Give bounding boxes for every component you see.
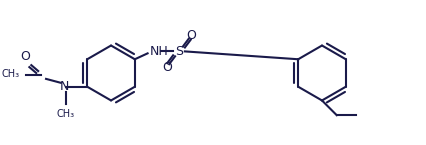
- Text: O: O: [162, 61, 172, 74]
- Text: S: S: [175, 45, 183, 58]
- Text: N: N: [60, 80, 69, 93]
- Text: O: O: [20, 50, 30, 63]
- Text: CH₃: CH₃: [57, 109, 75, 119]
- Text: CH₃: CH₃: [1, 69, 20, 79]
- Text: O: O: [186, 29, 196, 42]
- Text: NH: NH: [150, 45, 168, 58]
